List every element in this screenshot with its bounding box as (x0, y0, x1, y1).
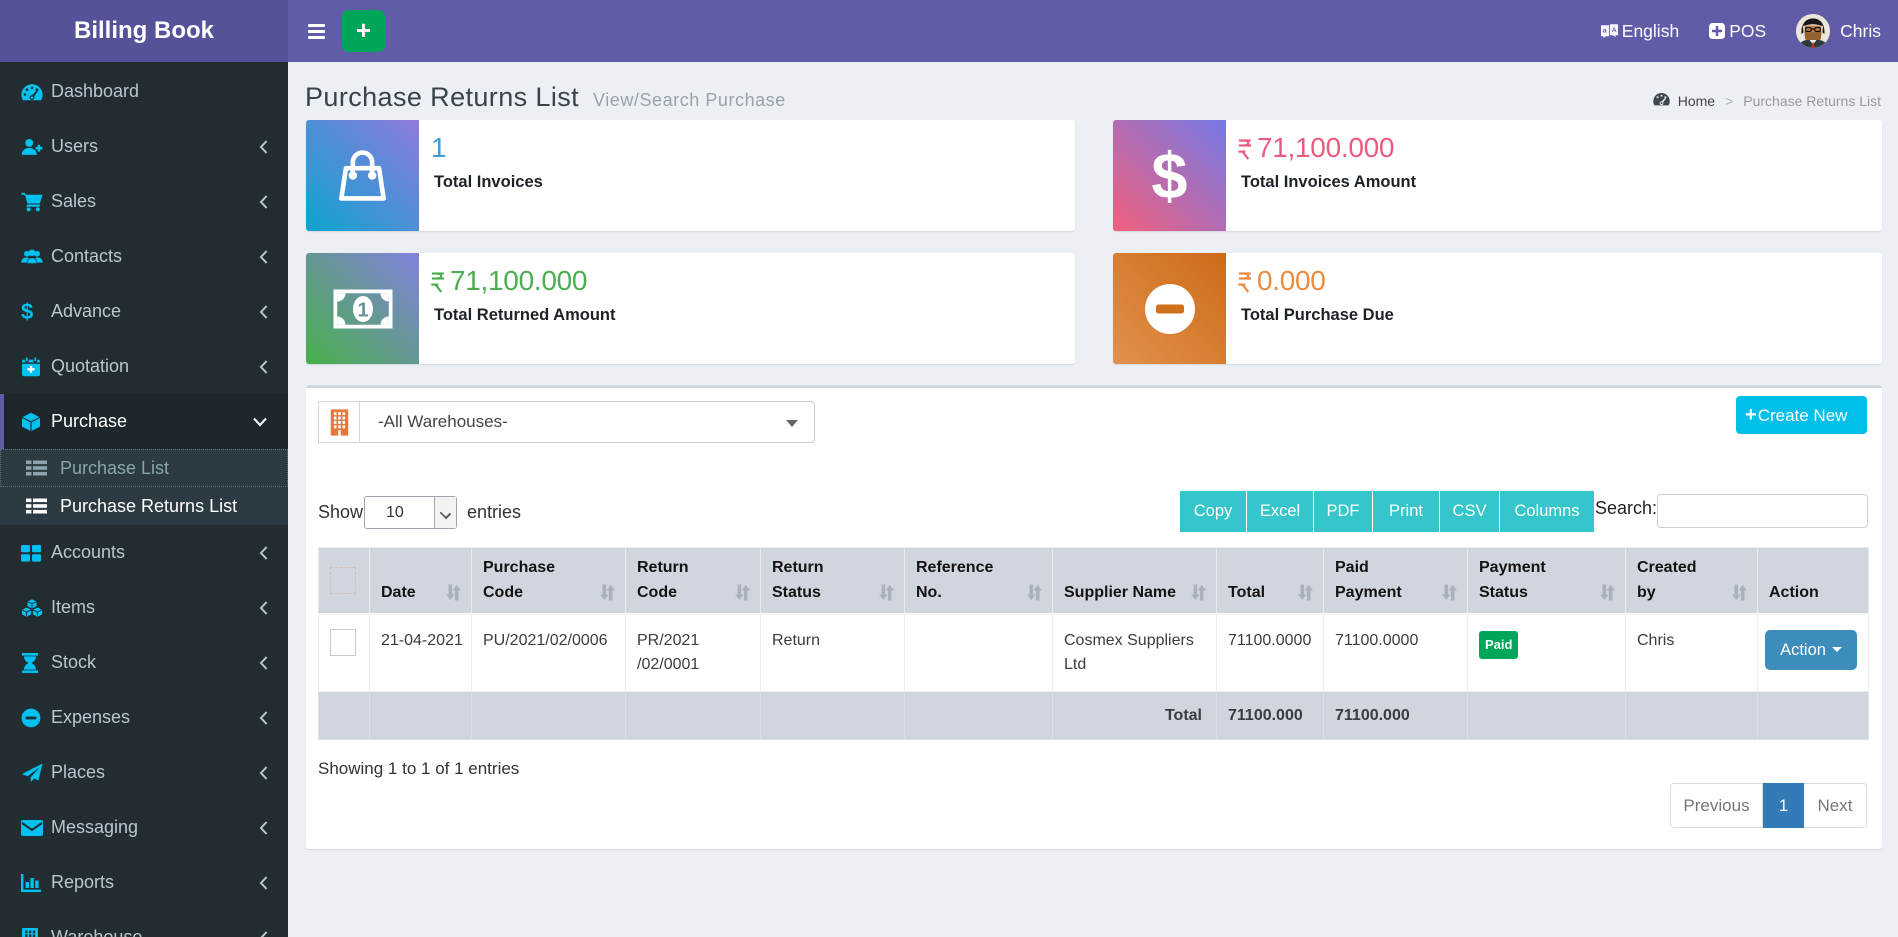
svg-text:a: a (1602, 28, 1606, 35)
svg-text:A: A (1611, 27, 1616, 34)
svg-text:1: 1 (357, 299, 368, 321)
